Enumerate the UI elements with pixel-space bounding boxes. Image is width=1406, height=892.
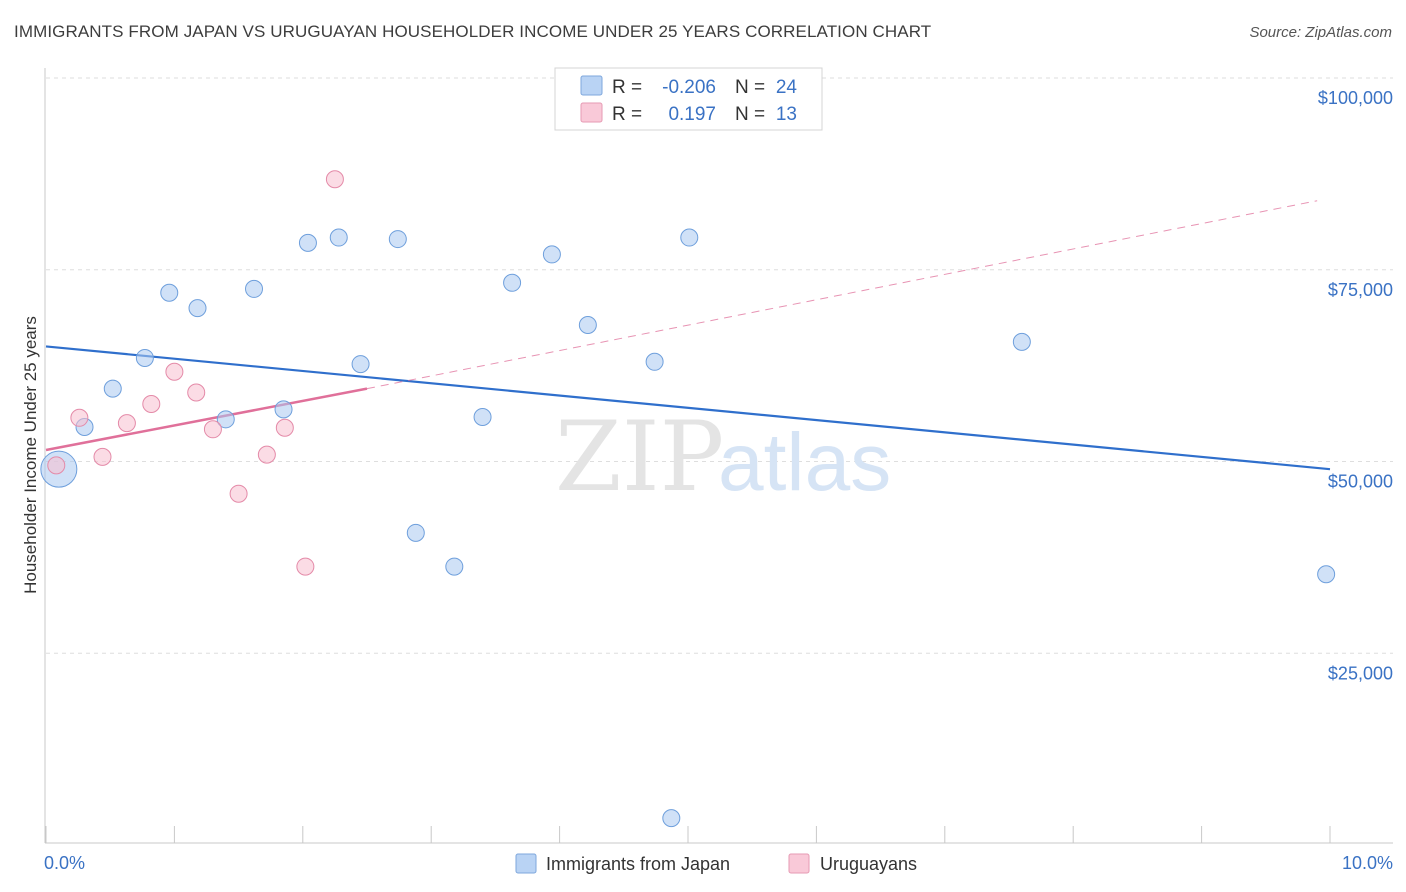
point-s1-3 xyxy=(117,414,136,433)
point-s1-7 xyxy=(203,420,222,439)
legend-r-label-uruguay: R = xyxy=(612,104,642,125)
point-s0-15 xyxy=(473,408,492,427)
legend-r-value-uruguay: 0.197 xyxy=(668,104,716,125)
point-s1-8 xyxy=(229,484,248,503)
axes xyxy=(44,68,1393,844)
chart-source: Source: ZipAtlas.com xyxy=(1249,24,1392,41)
legend-n-value-uruguay: 13 xyxy=(776,104,797,125)
point-s0-18 xyxy=(578,315,597,334)
point-s1-10 xyxy=(275,418,294,437)
legend-swatch-japan xyxy=(580,75,603,96)
point-s0-22 xyxy=(1012,332,1031,351)
watermark-atlas: atlas xyxy=(718,417,891,508)
correlation-legend: R = -0.206 N = 24 R = 0.197 N = 13 xyxy=(554,67,823,131)
watermark: ZIP atlas xyxy=(555,401,891,513)
trend-lines xyxy=(45,200,1331,471)
point-s0-11 xyxy=(351,355,370,374)
trend-line-extension-1 xyxy=(366,200,1318,390)
point-s1-6 xyxy=(187,383,206,402)
point-s0-17 xyxy=(542,245,561,264)
x-tick-labels: 0.0% 10.0% xyxy=(44,853,1393,873)
point-s0-19 xyxy=(645,352,664,371)
point-s0-5 xyxy=(188,299,207,318)
point-s0-3 xyxy=(135,348,154,367)
y-tick-labels: $25,000 $50,000 $75,000 $100,000 xyxy=(1318,88,1393,683)
legend-r-label-japan: R = xyxy=(612,77,642,98)
series-legend-label-japan: Immigrants from Japan xyxy=(546,854,730,874)
point-s0-16 xyxy=(503,273,522,292)
point-s0-10 xyxy=(329,228,348,247)
point-s0-7 xyxy=(245,279,264,298)
point-s1-5 xyxy=(165,362,184,381)
y-tick-label-0: $25,000 xyxy=(1328,663,1393,683)
trend-line-1 xyxy=(45,387,368,452)
point-s1-4 xyxy=(142,394,161,413)
point-s0-21 xyxy=(680,228,699,247)
point-s0-2 xyxy=(103,379,122,398)
series-legend-swatch-japan xyxy=(515,853,537,874)
series-legend-label-uruguay: Uruguayans xyxy=(820,854,917,874)
point-s0-9 xyxy=(298,233,317,252)
legend-n-value-japan: 24 xyxy=(776,77,798,98)
point-s1-11 xyxy=(296,557,315,576)
series-legend-swatch-uruguay xyxy=(788,853,810,874)
trend-line-0 xyxy=(45,345,1331,471)
point-s0-12 xyxy=(388,230,407,249)
point-s1-0 xyxy=(47,456,66,475)
legend-swatch-uruguay xyxy=(580,102,603,123)
point-s1-2 xyxy=(93,447,112,466)
y-tick-label-2: $75,000 xyxy=(1328,280,1393,300)
legend-n-label-japan: N = xyxy=(735,77,765,98)
data-points xyxy=(40,170,1336,828)
x-tick-label-max: 10.0% xyxy=(1342,853,1393,873)
point-s0-23 xyxy=(1317,565,1336,584)
chart-title: IMMIGRANTS FROM JAPAN VS URUGUAYAN HOUSE… xyxy=(14,22,932,41)
y-axis-label: Householder Income Under 25 years xyxy=(21,316,40,594)
y-tick-label-3: $100,000 xyxy=(1318,88,1393,108)
point-s0-13 xyxy=(406,523,425,542)
watermark-zip: ZIP xyxy=(555,401,724,513)
legend-r-value-japan: -0.206 xyxy=(662,77,716,98)
x-tick-label-min: 0.0% xyxy=(44,853,85,873)
point-s1-12 xyxy=(325,170,344,189)
point-s0-6 xyxy=(216,410,235,429)
point-s0-14 xyxy=(445,557,464,576)
y-tick-label-1: $50,000 xyxy=(1328,472,1393,492)
point-s1-9 xyxy=(257,445,276,464)
point-s1-1 xyxy=(70,408,89,427)
point-s0-4 xyxy=(160,283,179,302)
point-s0-8 xyxy=(274,400,293,419)
series-legend: Immigrants from Japan Uruguayans xyxy=(515,853,917,874)
point-s0-20 xyxy=(662,809,681,828)
legend-n-label-uruguay: N = xyxy=(735,104,765,125)
